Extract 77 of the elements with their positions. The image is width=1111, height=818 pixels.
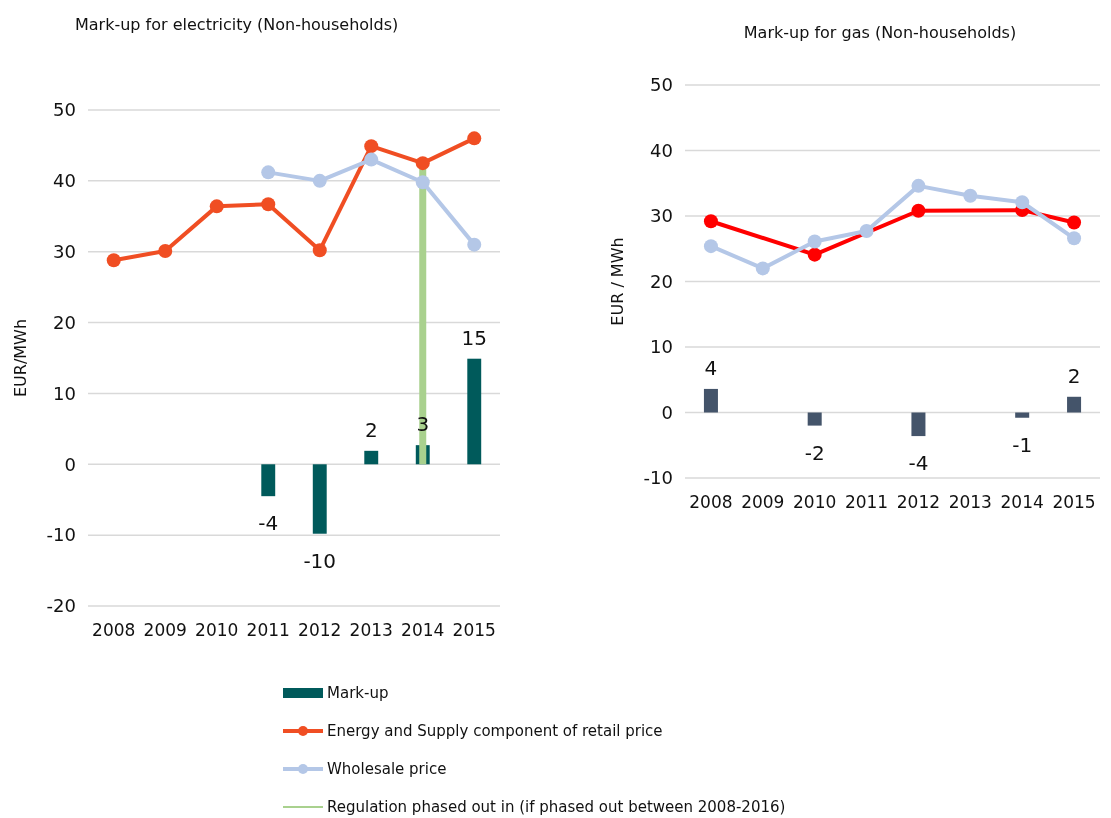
x-tick-label: 2012 <box>298 620 342 640</box>
data-label: 4 <box>704 355 718 380</box>
x-tick-label: 2015 <box>1052 492 1096 512</box>
y-tick-label: 10 <box>53 382 76 404</box>
x-tick-label: 2009 <box>143 620 187 640</box>
point <box>106 253 121 268</box>
x-tick-label: 2008 <box>689 492 733 512</box>
data-label: -4 <box>258 511 279 536</box>
data-label: -4 <box>908 451 929 476</box>
legend-label: Regulation phased out in (if phased out between 2008-2016) <box>327 798 786 817</box>
x-tick-label: 2011 <box>246 620 290 640</box>
data-label: -2 <box>804 440 825 465</box>
y-tick-label: 40 <box>650 139 673 161</box>
point <box>261 197 276 212</box>
legend-label: Wholesale price <box>327 760 447 779</box>
x-tick-label: 2010 <box>793 492 837 512</box>
y-tick-label: -10 <box>643 467 673 489</box>
x-tick-label: 2011 <box>844 492 889 512</box>
bar <box>261 464 276 497</box>
point <box>911 178 926 193</box>
point <box>859 224 874 239</box>
x-tick-label: 2013 <box>349 620 393 640</box>
x-tick-label: 2014 <box>1000 492 1044 512</box>
bar <box>467 358 482 465</box>
point <box>703 239 718 254</box>
x-tick-label: 2015 <box>452 620 496 640</box>
x-tick-label: 2013 <box>948 492 992 512</box>
x-tick-label: 2009 <box>741 492 785 512</box>
y-tick-label: 30 <box>53 241 76 263</box>
data-label: 15 <box>461 325 487 350</box>
y-tick-label: 40 <box>53 170 76 192</box>
y-tick-label: 10 <box>650 336 673 358</box>
point <box>703 214 718 229</box>
point <box>1015 195 1030 210</box>
x-tick-label: 2010 <box>195 620 239 640</box>
point <box>807 247 822 262</box>
y-tick-label: -10 <box>46 524 76 546</box>
y-axis-title: EUR / MWh <box>608 237 627 326</box>
bar <box>312 464 327 534</box>
point <box>415 156 430 171</box>
point <box>158 244 173 259</box>
x-tick-label: 2014 <box>401 620 445 640</box>
y-tick-label: 20 <box>650 270 673 292</box>
bar <box>364 450 379 465</box>
data-label: 2 <box>364 417 378 442</box>
point <box>1067 231 1082 246</box>
y-tick-label: 0 <box>661 401 673 423</box>
x-tick-label: 2008 <box>92 620 136 640</box>
y-tick-label: 20 <box>53 311 76 333</box>
chart-title: Mark-up for electricity (Non-households) <box>75 15 399 34</box>
point <box>963 188 978 203</box>
chart-title: Mark-up for gas (Non-households) <box>743 23 1017 42</box>
y-tick-label: 0 <box>64 453 76 475</box>
point <box>312 243 327 258</box>
legend-label: Mark-up <box>327 684 389 703</box>
point <box>364 139 379 154</box>
x-tick-label: 2012 <box>896 492 941 512</box>
point <box>755 261 770 276</box>
y-tick-label: 30 <box>650 205 673 227</box>
point <box>467 237 482 252</box>
point <box>261 165 276 180</box>
legend-label: Energy and Supply component of retail price <box>327 722 663 741</box>
point <box>911 203 926 218</box>
y-tick-label: -20 <box>46 595 76 617</box>
point <box>415 175 430 190</box>
y-tick-label: 50 <box>650 74 673 96</box>
point <box>807 234 822 249</box>
point <box>467 131 482 146</box>
data-label: 2 <box>1067 363 1081 388</box>
y-tick-label: 50 <box>53 99 76 121</box>
point <box>1067 215 1082 230</box>
point <box>364 152 379 167</box>
data-label: -10 <box>303 548 337 573</box>
y-axis-title: EUR/MWh <box>11 318 30 398</box>
point <box>209 199 224 214</box>
data-label: -1 <box>1012 432 1033 457</box>
point <box>312 173 327 188</box>
